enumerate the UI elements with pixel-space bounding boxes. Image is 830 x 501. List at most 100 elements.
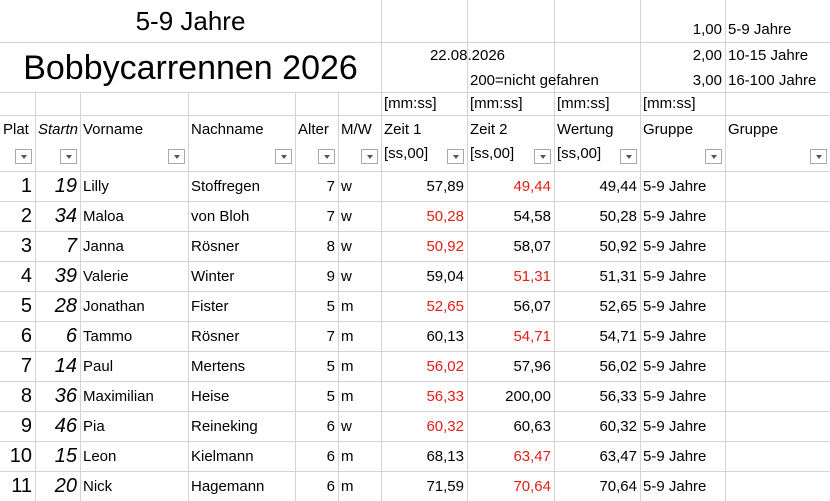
filter-button[interactable]: [60, 149, 77, 164]
subunit: [ss,00]: [384, 145, 429, 162]
age: 8: [326, 238, 335, 255]
start-number: 28: [54, 295, 77, 317]
column-header: M/W: [341, 120, 372, 138]
time-1: 60,13: [426, 328, 464, 345]
time-1: 59,04: [426, 268, 464, 285]
time-1: 71,59: [426, 478, 464, 495]
filter-button[interactable]: [534, 149, 551, 164]
score: 56,02: [599, 358, 637, 375]
place: 2: [20, 205, 32, 227]
gender: m: [341, 358, 354, 375]
time-2: 57,96: [513, 358, 551, 375]
score: 63,47: [599, 448, 637, 465]
grid-line: [640, 0, 641, 501]
time-2: 49,44: [513, 178, 551, 195]
filter-button[interactable]: [318, 149, 335, 164]
score: 54,71: [599, 328, 637, 345]
group-value: 1,00: [692, 21, 722, 38]
score: 49,44: [599, 178, 637, 195]
score: 50,28: [599, 208, 637, 225]
grid-line: [0, 291, 830, 292]
time-2: 58,07: [513, 238, 551, 255]
group-label: 16-100 Jahre: [728, 71, 817, 89]
place: 10: [9, 445, 32, 467]
grid-line: [381, 0, 382, 501]
age: 6: [326, 478, 335, 495]
first-name: Jonathan: [83, 298, 145, 315]
time-1: 60,32: [426, 418, 464, 435]
age: 5: [326, 298, 335, 315]
filter-button[interactable]: [361, 149, 378, 164]
grid-line: [554, 0, 555, 501]
first-name: Tammo: [83, 328, 133, 345]
time-1: 50,92: [426, 238, 464, 255]
grid-line: [0, 171, 830, 172]
first-name: Paul: [83, 358, 114, 375]
first-name: Janna: [83, 238, 124, 255]
gender: m: [341, 328, 354, 345]
age: 5: [326, 388, 335, 405]
last-name: Winter: [191, 268, 235, 285]
last-name: Stoffregen: [191, 178, 260, 195]
place: 5: [20, 295, 32, 317]
column-header: Gruppe: [643, 120, 694, 138]
gender: m: [341, 448, 354, 465]
first-name: Lilly: [83, 178, 109, 195]
grid-line: [0, 92, 830, 93]
start-number: 19: [54, 175, 77, 197]
time-1: 57,89: [426, 178, 464, 195]
filter-button[interactable]: [15, 149, 32, 164]
age: 7: [326, 178, 335, 195]
age: 5: [326, 358, 335, 375]
time-2: 63,47: [513, 448, 551, 465]
age: 9: [326, 268, 335, 285]
start-number: 14: [54, 355, 77, 377]
start-number: 46: [54, 415, 77, 437]
filter-button[interactable]: [168, 149, 185, 164]
group: 5-9 Jahre: [643, 418, 707, 435]
start-number: 34: [54, 205, 77, 227]
grid-line: [0, 201, 830, 202]
grid-line: [0, 42, 830, 43]
unit: [mm:ss]: [557, 95, 610, 112]
column-header: Startn: [38, 120, 79, 138]
grid-line: [80, 92, 81, 501]
score: 52,65: [599, 298, 637, 315]
group: 5-9 Jahre: [643, 358, 707, 375]
start-number: 6: [65, 325, 77, 347]
score: 70,64: [599, 478, 637, 495]
grid-line: [0, 115, 830, 116]
gender: m: [341, 478, 354, 495]
last-name: Rösner: [191, 238, 240, 255]
first-name: Nick: [83, 478, 113, 495]
column-header: Zeit 1: [384, 120, 422, 138]
filter-button[interactable]: [620, 149, 637, 164]
last-name: Rösner: [191, 328, 240, 345]
grid-line: [0, 471, 830, 472]
subtitle: Bobbycarrennen 2026: [23, 49, 358, 87]
group: 5-9 Jahre: [643, 328, 707, 345]
gender: m: [341, 388, 354, 405]
first-name: Valerie: [83, 268, 129, 285]
time-1: 68,13: [426, 448, 464, 465]
grid-line: [0, 411, 830, 412]
date: 22.08.2026: [429, 47, 506, 64]
start-number: 36: [54, 385, 77, 407]
column-header: Alter: [298, 120, 329, 138]
score: 51,31: [599, 268, 637, 285]
time-2: 70,64: [513, 478, 551, 495]
age: 6: [326, 448, 335, 465]
time-2: 54,58: [513, 208, 551, 225]
place: 3: [20, 235, 32, 257]
filter-button[interactable]: [705, 149, 722, 164]
column-header: Wertung: [557, 120, 614, 138]
group-label: 10-15 Jahre: [728, 46, 809, 64]
filter-button[interactable]: [447, 149, 464, 164]
title: 5-9 Jahre: [135, 5, 246, 36]
filter-button[interactable]: [810, 149, 827, 164]
group-value: 2,00: [692, 46, 722, 64]
last-name: Mertens: [191, 358, 246, 375]
last-name: Heise: [191, 388, 230, 405]
time-1: 52,65: [426, 298, 464, 315]
filter-button[interactable]: [275, 149, 292, 164]
